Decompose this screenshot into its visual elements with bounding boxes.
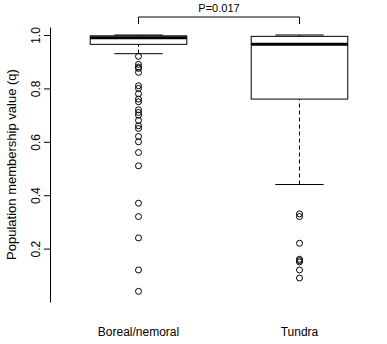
outlier: [136, 139, 142, 145]
tick-label: 0.8: [29, 80, 43, 97]
box-body: [90, 36, 187, 45]
y-tick: 0.6: [29, 134, 50, 151]
whisker-cap: [275, 184, 323, 185]
outlier: [297, 267, 303, 273]
outlier: [136, 99, 142, 105]
plot-area: [90, 35, 348, 294]
outlier: [136, 267, 142, 273]
y-tick: 1.0: [29, 27, 50, 44]
x-tick-label: Tundra: [281, 325, 319, 339]
outlier: [136, 125, 142, 131]
tick-mark: [44, 88, 50, 89]
whisker: [138, 44, 139, 53]
outlier: [297, 259, 303, 265]
outlier: [297, 240, 303, 246]
tick-label: 0.6: [29, 134, 43, 151]
bracket: [139, 17, 300, 24]
outlier: [136, 163, 142, 169]
median: [90, 36, 187, 39]
outlier: [136, 200, 142, 206]
tick-mark: [44, 142, 50, 143]
tick-mark: [44, 195, 50, 196]
box-body: [251, 36, 348, 99]
outlier: [297, 214, 303, 220]
tick-label: 0.2: [29, 240, 43, 257]
x-tick-label: Boreal/nemoral: [98, 325, 179, 339]
annotation: P=0.017: [198, 2, 239, 14]
y-tick: 0.2: [29, 240, 50, 257]
tick-mark: [44, 249, 50, 250]
y-tick: 0.8: [29, 80, 50, 97]
outlier: [297, 275, 303, 281]
y-tick: 0.4: [29, 187, 50, 204]
y-axis: 0.2 0.4 0.6 0.8 1.0: [29, 27, 51, 303]
outlier: [136, 69, 142, 75]
y-axis-title: Population membership value (q): [4, 69, 19, 260]
tick-label: 1.0: [29, 27, 43, 44]
tick-label: 0.4: [29, 187, 43, 204]
outlier: [136, 235, 142, 241]
chart: 0.2 0.4 0.6 0.8 1.0 Population membership val…: [0, 0, 387, 344]
axis-line: [50, 28, 51, 303]
whisker-cap: [275, 35, 323, 36]
box: [90, 35, 187, 294]
outlier: [136, 288, 142, 294]
whisker: [299, 99, 300, 184]
median: [251, 43, 348, 46]
tick-mark: [44, 35, 50, 36]
outlier: [136, 214, 142, 220]
outlier: [136, 149, 142, 155]
outlier: [136, 53, 142, 59]
box: [251, 35, 348, 281]
